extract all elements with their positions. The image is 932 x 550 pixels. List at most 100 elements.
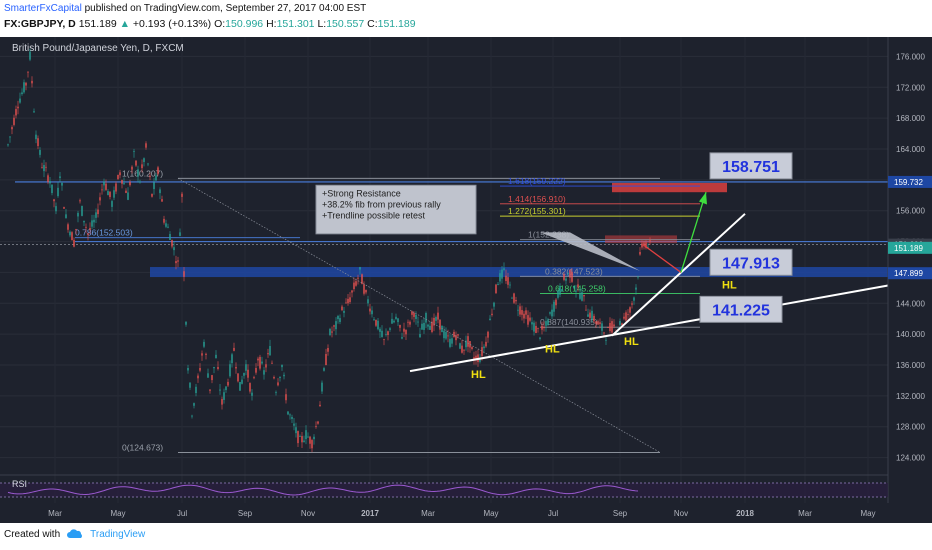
ohlc-c: 151.189 xyxy=(377,18,416,30)
candle-body xyxy=(457,334,459,336)
ohlc-o-label: O: xyxy=(214,18,226,30)
candle-body xyxy=(73,240,75,247)
candle-body xyxy=(101,189,103,191)
x-tick-label: Mar xyxy=(421,509,435,518)
candle-body xyxy=(325,354,327,366)
candle-body xyxy=(625,312,627,321)
candle-body xyxy=(465,340,467,348)
candle-body xyxy=(561,289,563,292)
candle-body xyxy=(643,242,645,247)
candle-body xyxy=(85,226,87,228)
candle-body xyxy=(337,315,339,320)
candle-body xyxy=(111,201,113,207)
candle-body xyxy=(521,310,523,315)
candle-body xyxy=(379,328,381,332)
candle-body xyxy=(7,144,9,146)
candle-body xyxy=(389,328,391,330)
candle-body xyxy=(13,117,15,125)
candle-body xyxy=(221,399,223,405)
candle-body xyxy=(309,436,311,444)
candle-body xyxy=(567,273,569,274)
candle-body xyxy=(229,364,231,377)
x-tick-label: Nov xyxy=(301,509,315,518)
candle-body xyxy=(627,314,629,315)
published-text: published on TradingView.com, September … xyxy=(84,3,367,14)
footer: Created with TradingView xyxy=(4,528,145,540)
candle-body xyxy=(545,321,547,326)
candle-body xyxy=(185,321,187,325)
candle-body xyxy=(641,243,643,248)
candle-body xyxy=(23,82,25,93)
candle-body xyxy=(579,293,581,299)
candle-body xyxy=(495,284,497,294)
candle-body xyxy=(609,323,611,332)
hl-label: HL xyxy=(624,336,639,348)
ohlc-l-label: L: xyxy=(317,18,327,30)
rsi-label: RSI xyxy=(12,479,27,489)
candle-body xyxy=(159,189,161,194)
candle-body xyxy=(413,312,415,317)
candle-body xyxy=(335,321,337,330)
candle-body xyxy=(241,379,243,384)
candle-body xyxy=(53,199,55,202)
rsi-line xyxy=(7,484,639,496)
fib-label: 1(160.207) xyxy=(122,168,163,178)
candle-body xyxy=(265,364,267,368)
rsi-pane: RSI xyxy=(0,474,888,498)
candle-body xyxy=(603,332,605,334)
candle-body xyxy=(245,364,247,371)
candle-body xyxy=(141,164,143,169)
candle-body xyxy=(515,299,517,302)
candle-body xyxy=(251,392,253,396)
candle-body xyxy=(81,206,83,216)
candle-body xyxy=(549,312,551,314)
x-tick-label: Mar xyxy=(798,509,812,518)
candle-body xyxy=(583,294,585,297)
candle-body xyxy=(487,331,489,338)
candle-body xyxy=(143,158,145,163)
y-tick-label: 144.000 xyxy=(896,299,925,308)
x-tick-label: Nov xyxy=(674,509,688,518)
candle-body xyxy=(321,382,323,392)
candle-body xyxy=(281,364,283,368)
candle-body xyxy=(415,314,417,319)
candle-body xyxy=(55,206,57,212)
fib-label: 1.414(156.910) xyxy=(508,194,566,204)
candle-body xyxy=(77,212,79,217)
candle-body xyxy=(181,193,183,197)
candle-body xyxy=(527,315,529,325)
price-chart-svg[interactable]: British Pound/Japanese Yen, D, FXCM 1(16… xyxy=(0,37,932,523)
candle-body xyxy=(573,286,575,289)
price-target-text: 141.225 xyxy=(712,302,770,319)
candle-body xyxy=(171,240,173,247)
candle-body xyxy=(113,190,115,198)
candle-body xyxy=(247,369,249,378)
candle-body xyxy=(451,338,453,344)
symbol-line: FX:GBPJPY, D 151.189 ▲ +0.193 (+0.13%) O… xyxy=(4,18,416,30)
candle-body xyxy=(485,341,487,347)
change-value: +0.193 (+0.13%) xyxy=(132,18,212,30)
candle-body xyxy=(419,334,421,338)
candle-body xyxy=(593,315,595,322)
candle-body xyxy=(87,233,89,235)
candle-body xyxy=(467,336,469,347)
candle-body xyxy=(291,416,293,419)
author-link[interactable]: SmarterFxCapital xyxy=(4,3,82,14)
candle-body xyxy=(359,267,361,270)
tradingview-brand[interactable]: TradingView xyxy=(90,528,146,540)
chart-area[interactable]: British Pound/Japanese Yen, D, FXCM 1(16… xyxy=(0,37,932,523)
candle-body xyxy=(505,275,507,281)
candle-body xyxy=(189,382,191,388)
candle-body xyxy=(137,169,139,177)
candle-body xyxy=(529,317,531,321)
candle-body xyxy=(163,218,165,223)
candle-body xyxy=(175,261,177,264)
candle-body xyxy=(271,362,273,364)
candle-body xyxy=(95,212,97,218)
candle-body xyxy=(253,377,255,379)
candle-body xyxy=(59,176,61,179)
candle-body xyxy=(105,183,107,190)
candle-body xyxy=(145,143,147,148)
candle-body xyxy=(31,80,33,84)
